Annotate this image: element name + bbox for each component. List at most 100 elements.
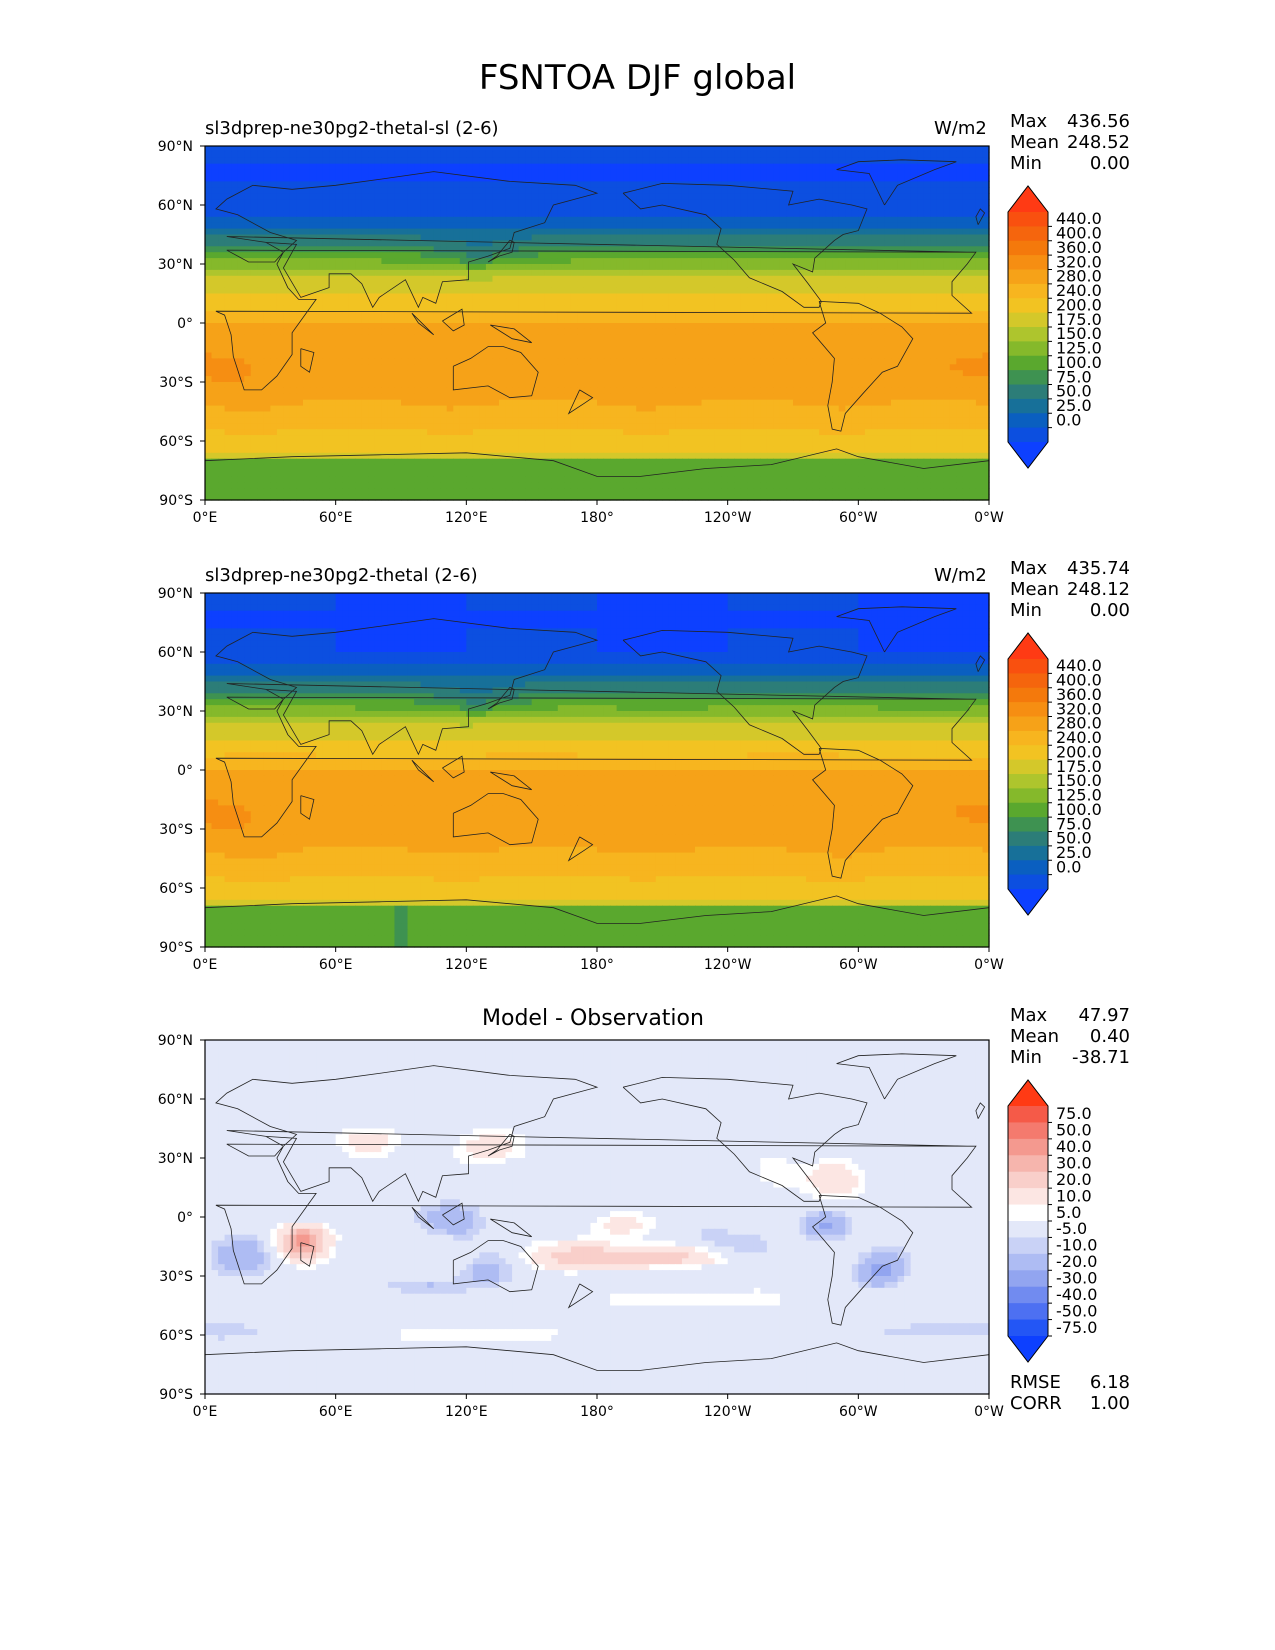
heatmap-cell [662,317,670,324]
heatmap-cell [387,269,396,277]
heatmap-cell [779,358,788,365]
heatmap-cell [747,264,755,271]
heatmap-cell [466,240,474,247]
heatmap-cell [701,228,709,236]
heatmap-cell [420,222,428,230]
heatmap-cell [316,376,324,383]
heatmap-cell [505,246,513,253]
heatmap-cell [570,293,578,300]
heatmap-cell [557,358,565,365]
heatmap-cell [485,151,494,159]
heatmap-cell [453,252,461,259]
heatmap-cell [427,275,435,283]
heatmap-cell [825,323,833,330]
heatmap-cell [962,205,970,212]
heatmap-cell [394,382,402,389]
heatmap-cell [982,205,990,212]
heatmap-cell [936,287,944,295]
heatmap-cell [668,193,676,200]
heatmap-cell [263,163,271,171]
heatmap-cell [799,299,807,306]
heatmap-cell [231,193,239,200]
heatmap-cell [270,275,278,283]
heatmap-cell [623,299,631,306]
heatmap-cell [956,323,964,330]
heatmap-cell [655,328,663,336]
heatmap-cell [361,228,369,236]
heatmap-cell [557,222,565,230]
heatmap-cell [525,299,533,306]
heatmap-cell [440,187,448,194]
heatmap-cell [440,264,448,271]
heatmap-cell [616,370,624,377]
heatmap-cell [263,246,271,253]
heatmap-cell [590,352,598,359]
heatmap-cell [544,193,552,200]
heatmap-cell [681,328,690,336]
heatmap-cell [427,269,435,277]
heatmap-cell [949,358,957,365]
heatmap-cell [355,287,363,295]
heatmap-cell [583,269,592,277]
heatmap-cell [721,299,729,306]
heatmap-cell [459,269,467,277]
heatmap-cell [675,293,683,300]
heatmap-cell [564,370,572,377]
heatmap-cell [289,299,298,306]
heatmap-cell [864,275,872,283]
heatmap-cell [943,346,951,354]
heatmap-cell [538,311,546,318]
heatmap-cell [655,228,663,236]
heatmap-cell [583,187,592,194]
heatmap-cell [897,151,905,159]
heatmap-cell [812,228,820,236]
heatmap-cell [381,228,389,236]
heatmap-cell [721,264,729,271]
heatmap-cell [485,187,494,194]
heatmap-cell [557,187,565,194]
heatmap-cell [453,352,461,359]
heatmap-cell [564,222,572,230]
heatmap-cell [420,146,428,153]
heatmap-cell [851,340,859,348]
heatmap-cell [381,358,389,365]
heatmap-cell [250,269,258,277]
heatmap-cell [799,352,807,359]
heatmap-cell [832,352,840,359]
heatmap-cell [577,199,585,206]
heatmap-cell [753,269,761,277]
heatmap-cell [675,299,683,306]
heatmap-cell [420,311,428,318]
heatmap-cell [303,287,311,295]
heatmap-cell [505,281,513,289]
heatmap-cell [721,382,729,389]
heatmap-cell [708,311,716,318]
heatmap-cell [858,252,866,259]
heatmap-cell [655,187,663,194]
heatmap-cell [270,175,278,182]
heatmap-cell [786,146,794,153]
heatmap-cell [577,281,585,289]
heatmap-cell [662,205,670,212]
heatmap-cell [668,346,676,354]
heatmap-cell [897,358,905,365]
heatmap-cell [544,252,552,259]
heatmap-cell [845,264,853,271]
heatmap-cell [760,240,768,247]
heatmap-cell [753,299,761,306]
heatmap-cell [969,228,977,236]
heatmap-cell [237,210,245,218]
heatmap-cell [342,305,350,312]
heatmap-cell [714,157,722,165]
heatmap-cell [433,264,441,271]
heatmap-cell [570,269,578,277]
heatmap-cell [884,258,892,265]
heatmap-cell [427,187,435,194]
heatmap-cell [446,187,454,194]
heatmap-cell [387,151,396,159]
heatmap-cell [427,364,435,371]
heatmap-cell [721,157,729,165]
heatmap-cell [231,222,239,230]
heatmap-cell [930,323,938,330]
heatmap-cell [923,311,931,318]
